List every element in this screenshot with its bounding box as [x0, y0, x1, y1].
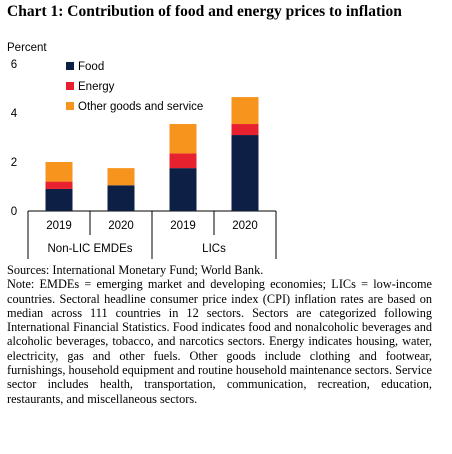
bar-segment-energy — [231, 124, 259, 136]
bar-segment-food — [45, 188, 73, 211]
legend-swatch — [66, 102, 74, 110]
legend-label: Energy — [78, 81, 115, 93]
y-tick-label: 6 — [11, 59, 17, 71]
bar-segment-food — [107, 185, 135, 211]
x-category-label: 2019 — [170, 220, 196, 232]
y-tick-label: 0 — [11, 206, 17, 218]
chart-bars — [45, 97, 259, 211]
bar-segment-energy — [45, 181, 73, 189]
note-text: Note: EMDEs = emerging market and develo… — [7, 277, 432, 406]
y-tick-label: 2 — [11, 157, 17, 169]
bar-segment-energy — [169, 153, 197, 169]
sources-text: Sources: International Monetary Fund; Wo… — [7, 263, 264, 277]
chart-notes: Sources: International Monetary Fund; Wo… — [7, 263, 432, 406]
bar-segment-other — [107, 168, 135, 186]
legend-swatch — [66, 62, 74, 70]
x-group-label: LICs — [202, 243, 226, 255]
y-axis-label: Percent — [7, 42, 47, 54]
x-group-label: Non-LIC EMDEs — [48, 243, 133, 255]
legend-label: Food — [78, 61, 104, 73]
stacked-bar-chart: 0 2 4 6 2019 2020 2019 2020 Non-LIC EMDEs LICs Fo… — [11, 59, 277, 259]
x-category-label: 2020 — [108, 220, 134, 232]
bar-segment-food — [231, 135, 259, 211]
bar-segment-other — [231, 97, 259, 125]
y-tick-label: 4 — [11, 108, 18, 120]
chart-legend: Food Energy Other goods and service — [66, 61, 203, 113]
bar-segment-other — [45, 162, 73, 182]
bar-segment-food — [169, 168, 197, 211]
x-category-label: 2019 — [46, 220, 72, 232]
bar-segment-other — [169, 124, 197, 154]
legend-label: Other goods and service — [78, 101, 203, 113]
x-category-label: 2020 — [232, 220, 258, 232]
legend-swatch — [66, 82, 74, 90]
chart-title: Chart 1: Contribution of food and energy… — [7, 3, 402, 20]
